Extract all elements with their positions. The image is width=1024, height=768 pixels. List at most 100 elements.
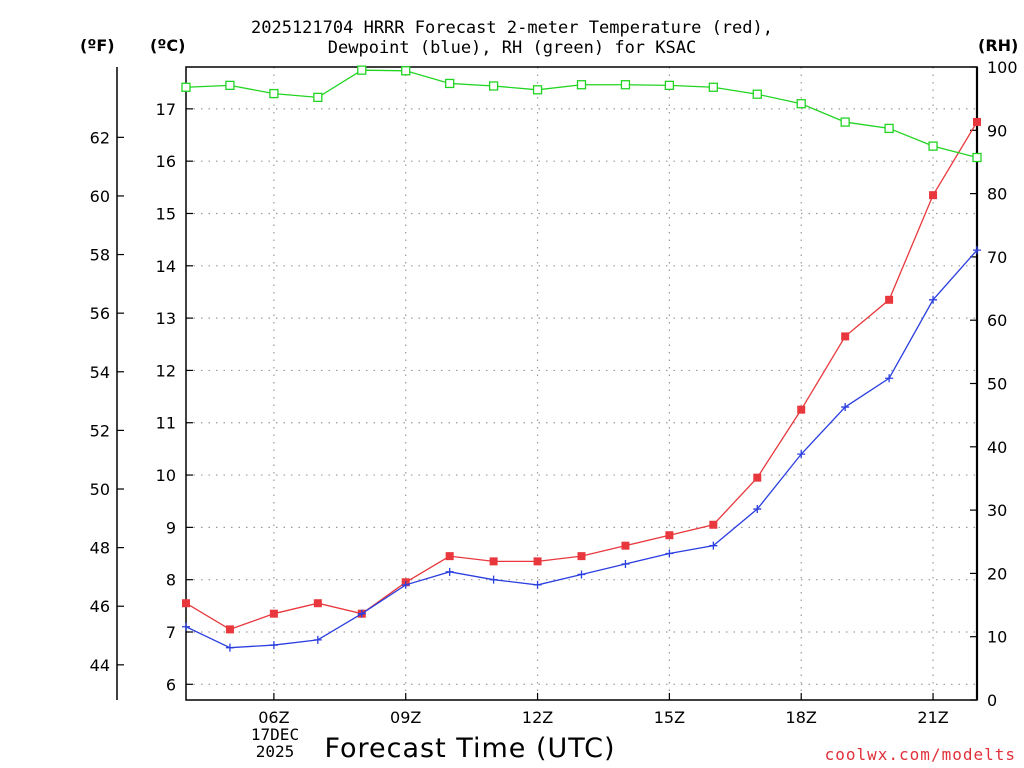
dewpoint-point	[929, 295, 938, 304]
dewpoint-point	[841, 403, 850, 412]
temperature-point	[797, 405, 806, 414]
rh-point	[532, 85, 543, 95]
temperature-point	[313, 599, 322, 608]
x-tick-label: 12Z	[522, 708, 553, 727]
rh-point	[225, 80, 235, 91]
fahrenheit-tick-label: 46	[90, 597, 110, 616]
rh-point	[269, 88, 279, 99]
dewpoint-point	[577, 570, 586, 579]
celsius-axis-unit: (ºC)	[150, 36, 186, 55]
temperature-point	[225, 625, 234, 634]
chart-title-line-2: Dewpoint (blue), RH (green) for KSAC	[327, 38, 697, 58]
rh-point	[357, 65, 367, 75]
fahrenheit-tick-label: 44	[90, 656, 110, 675]
fahrenheit-tick-label: 52	[90, 421, 110, 440]
dewpoint-point	[313, 635, 322, 644]
dewpoint-point	[182, 622, 190, 631]
rh-point	[488, 81, 499, 91]
rh-point	[928, 141, 938, 151]
dewpoint-point	[357, 609, 366, 618]
temperature-point	[753, 473, 762, 482]
rh-point	[313, 92, 323, 103]
x-tick-label: 15Z	[654, 708, 685, 727]
temperature-point	[621, 541, 630, 550]
temperature-point	[709, 520, 718, 529]
temperature-point	[533, 557, 542, 566]
chart-title-line-1: 2025121704 HRRR Forecast 2-meter Tempera…	[251, 18, 773, 38]
x-tick-label: 09Z	[390, 708, 421, 727]
dewpoint-point	[885, 374, 894, 383]
fahrenheit-tick-label: 62	[90, 128, 110, 147]
rh-point	[972, 152, 982, 163]
celsius-tick-label: 17	[156, 100, 176, 119]
rh-tick-label: 10	[987, 628, 1007, 647]
plot-frame	[185, 66, 978, 701]
celsius-tick-label: 10	[156, 466, 176, 485]
celsius-tick-label: 8	[166, 571, 176, 590]
celsius-tick-label: 7	[166, 623, 176, 642]
fahrenheit-tick-label: 54	[90, 363, 110, 382]
credit-link[interactable]: coolwx.com/modelts	[824, 745, 1016, 764]
dewpoint-point	[445, 567, 454, 576]
dewpoint-point	[973, 246, 981, 255]
temperature-point	[973, 117, 981, 126]
rh-point	[840, 117, 850, 127]
fahrenheit-axis-unit: (ºF)	[80, 36, 115, 55]
x-axis-label: Forecast Time (UTC)	[324, 733, 616, 764]
series-line-dewpoint	[185, 249, 978, 649]
dewpoint-point	[797, 450, 806, 459]
temperature-point	[489, 557, 498, 566]
dewpoint-point	[489, 575, 498, 584]
dewpoint-point	[533, 580, 542, 589]
fahrenheit-tick-label: 56	[90, 304, 110, 323]
temperature-point	[841, 332, 850, 341]
dewpoint-point	[225, 643, 234, 652]
fahrenheit-tick-label: 58	[90, 246, 110, 265]
rh-tick-label: 80	[987, 185, 1007, 204]
dewpoint-point	[709, 541, 718, 550]
rh-point	[181, 82, 191, 92]
x-tick-label: 06Z	[258, 708, 289, 727]
dewpoint-point	[269, 641, 278, 650]
date-note-day: 17DEC	[250, 725, 300, 744]
celsius-tick-label: 9	[166, 518, 176, 537]
dewpoint-point	[665, 549, 674, 558]
dewpoint-point	[401, 580, 410, 589]
rh-tick-label: 30	[987, 501, 1007, 520]
fahrenheit-tick-label: 48	[90, 539, 110, 558]
rh-tick-label: 90	[987, 121, 1007, 140]
celsius-tick-label: 6	[166, 675, 176, 694]
dewpoint-point	[753, 505, 762, 514]
temperature-point	[885, 295, 894, 304]
temperature-point	[665, 531, 674, 540]
rh-axis-unit: (RH)	[978, 36, 1019, 55]
rh-point	[884, 123, 894, 134]
temperature-point	[577, 552, 586, 561]
celsius-tick-label: 15	[156, 204, 176, 223]
rh-tick-label: 40	[987, 438, 1007, 457]
rh-tick-label: 20	[987, 564, 1007, 583]
temperature-point	[445, 552, 454, 561]
fahrenheit-tick-label: 60	[90, 187, 110, 206]
rh-point	[752, 89, 762, 99]
rh-point	[708, 82, 718, 92]
rh-point	[401, 66, 411, 76]
rh-point	[796, 99, 806, 109]
rh-tick-label: 0	[987, 691, 997, 710]
celsius-tick-label: 14	[156, 257, 176, 276]
date-note-year: 2025	[255, 742, 295, 761]
temperature-point	[269, 609, 278, 618]
rh-tick-label: 70	[987, 248, 1007, 267]
x-tick-label: 21Z	[917, 708, 948, 727]
rh-point	[576, 80, 587, 90]
date-note: 17DEC 2025	[230, 726, 320, 760]
rh-point	[445, 78, 455, 89]
dewpoint-point	[621, 559, 630, 568]
temperature-point	[182, 599, 190, 608]
fahrenheit-tick-label: 50	[90, 480, 110, 499]
x-tick-label: 18Z	[786, 708, 817, 727]
rh-point	[620, 80, 631, 90]
rh-tick-label: 60	[987, 311, 1007, 330]
